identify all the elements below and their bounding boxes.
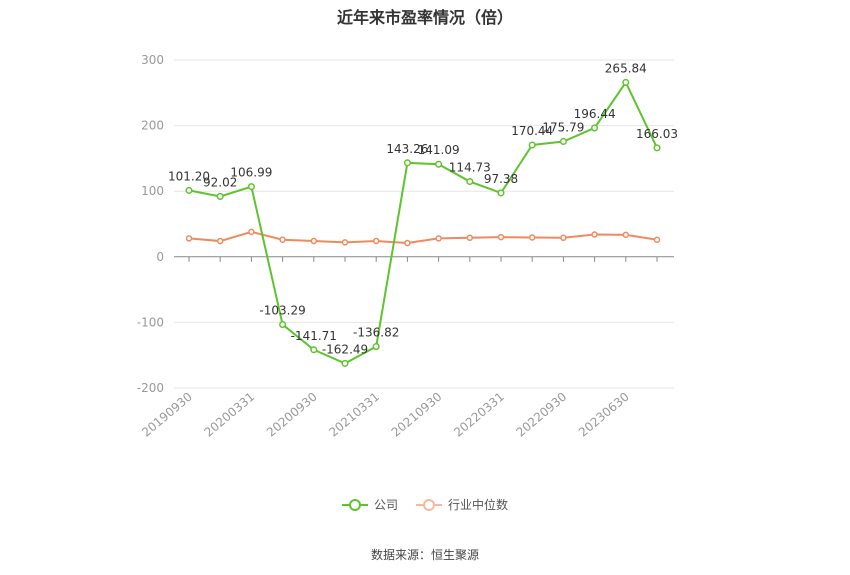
- legend-industry-median-label: 行业中位数: [448, 498, 509, 512]
- company-data-label: 92.02: [203, 175, 237, 189]
- company-series-line: [188, 80, 658, 365]
- company-data-point: [622, 78, 630, 86]
- company-data-point: [435, 160, 443, 168]
- x-tick-label: 20190930: [139, 390, 195, 440]
- company-data-point: [372, 343, 380, 351]
- company-data-label: 101.20: [168, 169, 210, 183]
- legend-item-industry-median[interactable]: 行业中位数: [416, 496, 508, 513]
- company-data-point: [497, 189, 505, 197]
- industry-median-data-point: [404, 239, 411, 247]
- x-tick-label: 20200930: [264, 390, 320, 440]
- company-data-point: [279, 321, 287, 329]
- company-data-label: 196.44: [574, 107, 616, 121]
- company-data-label: 175.79: [542, 120, 584, 134]
- y-tick-label: 200: [141, 119, 164, 133]
- x-tick-label: 20210930: [389, 390, 445, 440]
- y-tick-label: -100: [137, 315, 164, 329]
- industry-median-data-point: [528, 234, 536, 241]
- company-data-point: [247, 183, 255, 191]
- y-tick-label: 100: [141, 184, 164, 198]
- company-data-label: 143.26: [386, 142, 428, 156]
- industry-median-data-point: [591, 231, 598, 238]
- company-data-label: 265.84: [605, 61, 647, 75]
- company-data-label: -162.49: [322, 342, 368, 356]
- industry-median-data-point: [216, 237, 224, 245]
- company-data-label: 114.73: [449, 161, 491, 175]
- company-data-label: -136.82: [353, 326, 399, 340]
- industry-median-data-point: [372, 237, 380, 245]
- company-data-point: [653, 144, 661, 152]
- company-data-point: [591, 124, 599, 132]
- company-data-label: 141.09: [418, 143, 460, 157]
- company-data-label: 166.03: [636, 127, 678, 141]
- x-tick-label: 20210331: [326, 390, 382, 440]
- x-tick-label: 20220930: [514, 390, 570, 440]
- industry-median-data-point: [341, 239, 349, 246]
- company-data-point: [559, 137, 567, 146]
- company-data-label: 170.44: [511, 124, 553, 138]
- industry-median-data-point: [653, 236, 661, 243]
- industry-median-data-point: [622, 231, 630, 239]
- company-data-label: -141.71: [291, 329, 337, 343]
- industry-median-data-point: [466, 234, 474, 242]
- legend-industry-median-marker: [416, 498, 442, 511]
- company-data-label: 97.38: [484, 172, 518, 186]
- chart-legend: 公司 行业中位数: [0, 496, 850, 513]
- industry-median-series-line: [188, 230, 658, 245]
- legend-company-label: 公司: [373, 498, 398, 512]
- company-data-point: [341, 359, 349, 367]
- legend-company-marker: [341, 498, 368, 511]
- company-data-label: -103.29: [259, 304, 305, 318]
- industry-median-data-point: [248, 228, 255, 236]
- company-data-point: [528, 141, 536, 149]
- company-data-point: [310, 346, 318, 354]
- company-data-point: [185, 186, 193, 194]
- industry-median-data-point: [435, 235, 442, 242]
- company-data-point: [403, 159, 411, 167]
- y-tick-label: 300: [141, 53, 164, 67]
- company-data-point: [466, 177, 474, 186]
- legend-item-company[interactable]: 公司: [341, 496, 398, 513]
- industry-median-data-point: [560, 234, 567, 242]
- chart-title: 近年来市盈率情况（倍）: [336, 8, 513, 27]
- y-tick-label: 0: [156, 250, 164, 264]
- x-tick-label: 20230630: [576, 390, 632, 440]
- industry-median-data-point: [497, 233, 505, 241]
- x-tick-label: 20220331: [451, 390, 507, 440]
- industry-median-data-point: [279, 236, 286, 243]
- x-tick-label: 20200331: [202, 390, 258, 440]
- industry-median-data-point: [310, 237, 318, 245]
- company-data-point: [216, 192, 224, 200]
- company-data-label: 106.99: [230, 166, 272, 180]
- industry-median-data-point: [185, 235, 193, 242]
- data-source-note: 数据来源：恒生聚源: [370, 548, 479, 562]
- y-tick-label: -200: [137, 381, 164, 395]
